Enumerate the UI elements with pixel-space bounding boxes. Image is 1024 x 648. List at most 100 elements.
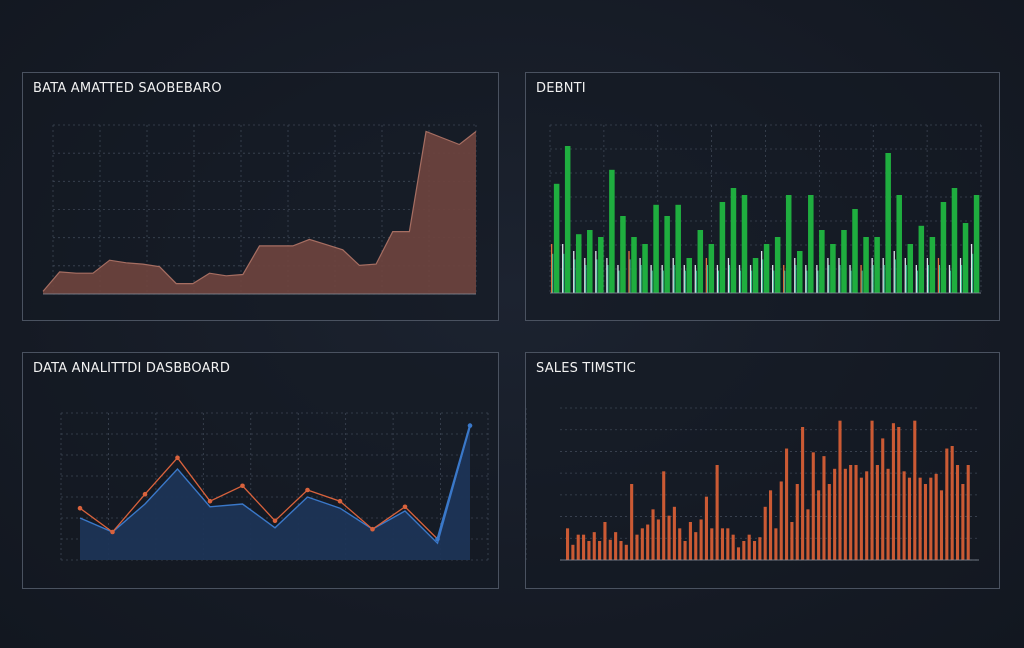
- bar-orange: [747, 534, 751, 560]
- bar-thin: [684, 270, 686, 293]
- bar-green: [664, 216, 670, 293]
- bar-green: [785, 195, 792, 293]
- bar-thin: [894, 259, 896, 293]
- bar-thin: [950, 270, 952, 293]
- bar-orange: [763, 506, 767, 560]
- bar-thin: [926, 258, 929, 293]
- bar-thin: [716, 265, 719, 293]
- bar-thin: [828, 265, 830, 293]
- bar-orange: [640, 528, 644, 560]
- bar-orange: [720, 528, 725, 560]
- line-chart: [60, 412, 489, 561]
- bar-green: [863, 237, 869, 293]
- bar-green: [852, 209, 858, 293]
- bar-thin: [628, 251, 630, 293]
- bar-thin: [683, 265, 685, 293]
- bar-orange: [795, 484, 799, 560]
- bar-green: [730, 188, 737, 293]
- bar-thin: [738, 265, 741, 293]
- bar-orange: [945, 448, 949, 560]
- bar-orange: [672, 506, 676, 560]
- bar-thin: [740, 270, 742, 293]
- bar-green: [962, 223, 969, 293]
- bar-thin: [751, 270, 753, 293]
- bar-thin: [860, 265, 862, 293]
- bar-thin: [595, 251, 597, 293]
- bar-green: [774, 237, 781, 293]
- bar-orange: [891, 423, 895, 560]
- bar-thin: [883, 265, 885, 293]
- area-fill: [43, 131, 476, 294]
- area-chart: [42, 124, 477, 295]
- bar-green: [609, 169, 615, 293]
- data-point: [110, 529, 115, 535]
- data-point: [207, 498, 213, 504]
- bar-orange: [950, 446, 954, 560]
- bar-orange: [566, 528, 570, 560]
- bar-orange: [582, 534, 586, 560]
- bar-thin: [695, 270, 697, 293]
- bar-orange: [779, 481, 783, 560]
- line-area-fill: [80, 425, 470, 560]
- bar-thin: [639, 258, 641, 293]
- bar-green: [575, 234, 582, 293]
- bar-thin: [939, 265, 941, 293]
- bar-orange: [662, 471, 666, 560]
- bar-orange: [667, 515, 671, 560]
- panel-title: DATA ANALITTDI DASBBOARD: [33, 361, 231, 376]
- bar-orange: [715, 465, 719, 560]
- bar-orange: [726, 528, 730, 560]
- bar-thin: [861, 270, 863, 293]
- bar-orange: [854, 465, 858, 560]
- bar-orange: [881, 438, 885, 560]
- bar-orange: [902, 471, 906, 560]
- bar-thin: [574, 259, 576, 293]
- bar-green: [907, 244, 914, 293]
- bar-green: [675, 204, 681, 293]
- bar-green: [929, 237, 936, 293]
- data-point: [337, 498, 343, 504]
- bar-thin: [573, 251, 575, 293]
- bar-green: [841, 230, 847, 293]
- series-line-orange: [79, 456, 438, 540]
- bar-thin: [839, 265, 841, 293]
- bar-orange: [592, 532, 596, 560]
- data-point: [402, 504, 408, 510]
- bar-thin: [806, 270, 808, 293]
- bar-green: [553, 183, 560, 293]
- bar-thin: [760, 251, 763, 293]
- bar-orange: [736, 547, 741, 560]
- bar-thin: [783, 265, 785, 293]
- bar-green: [808, 195, 814, 293]
- bar-orange: [571, 544, 575, 560]
- bar-orange: [849, 465, 853, 560]
- panel-bar-chart-green: DEBNTI: [525, 72, 1000, 321]
- bar-orange: [913, 420, 917, 560]
- bar-orange: [694, 532, 698, 560]
- bar-orange: [918, 477, 922, 560]
- bar-chart-orange: [526, 407, 979, 561]
- bar-green: [741, 195, 748, 293]
- data-point: [77, 505, 83, 511]
- bar-orange: [576, 534, 580, 560]
- bar-thin: [706, 265, 708, 293]
- bar-thin: [650, 265, 652, 293]
- bar-orange: [603, 522, 607, 560]
- bar-green: [763, 244, 770, 293]
- bar-thin: [849, 265, 851, 293]
- bar-orange: [859, 477, 863, 560]
- bar-thin: [959, 258, 962, 293]
- bar-orange: [939, 490, 944, 560]
- bar-green: [642, 244, 648, 293]
- bar-orange: [806, 509, 810, 560]
- bar-orange: [619, 541, 623, 560]
- area-series-line: [42, 130, 477, 292]
- bar-orange: [699, 519, 703, 560]
- bar-orange: [587, 541, 591, 560]
- bar-thin: [585, 265, 587, 293]
- bar-orange: [624, 544, 628, 560]
- data-point: [142, 491, 148, 497]
- bar-thin: [816, 265, 818, 293]
- bar-orange: [731, 534, 735, 560]
- bar-thin: [784, 270, 786, 293]
